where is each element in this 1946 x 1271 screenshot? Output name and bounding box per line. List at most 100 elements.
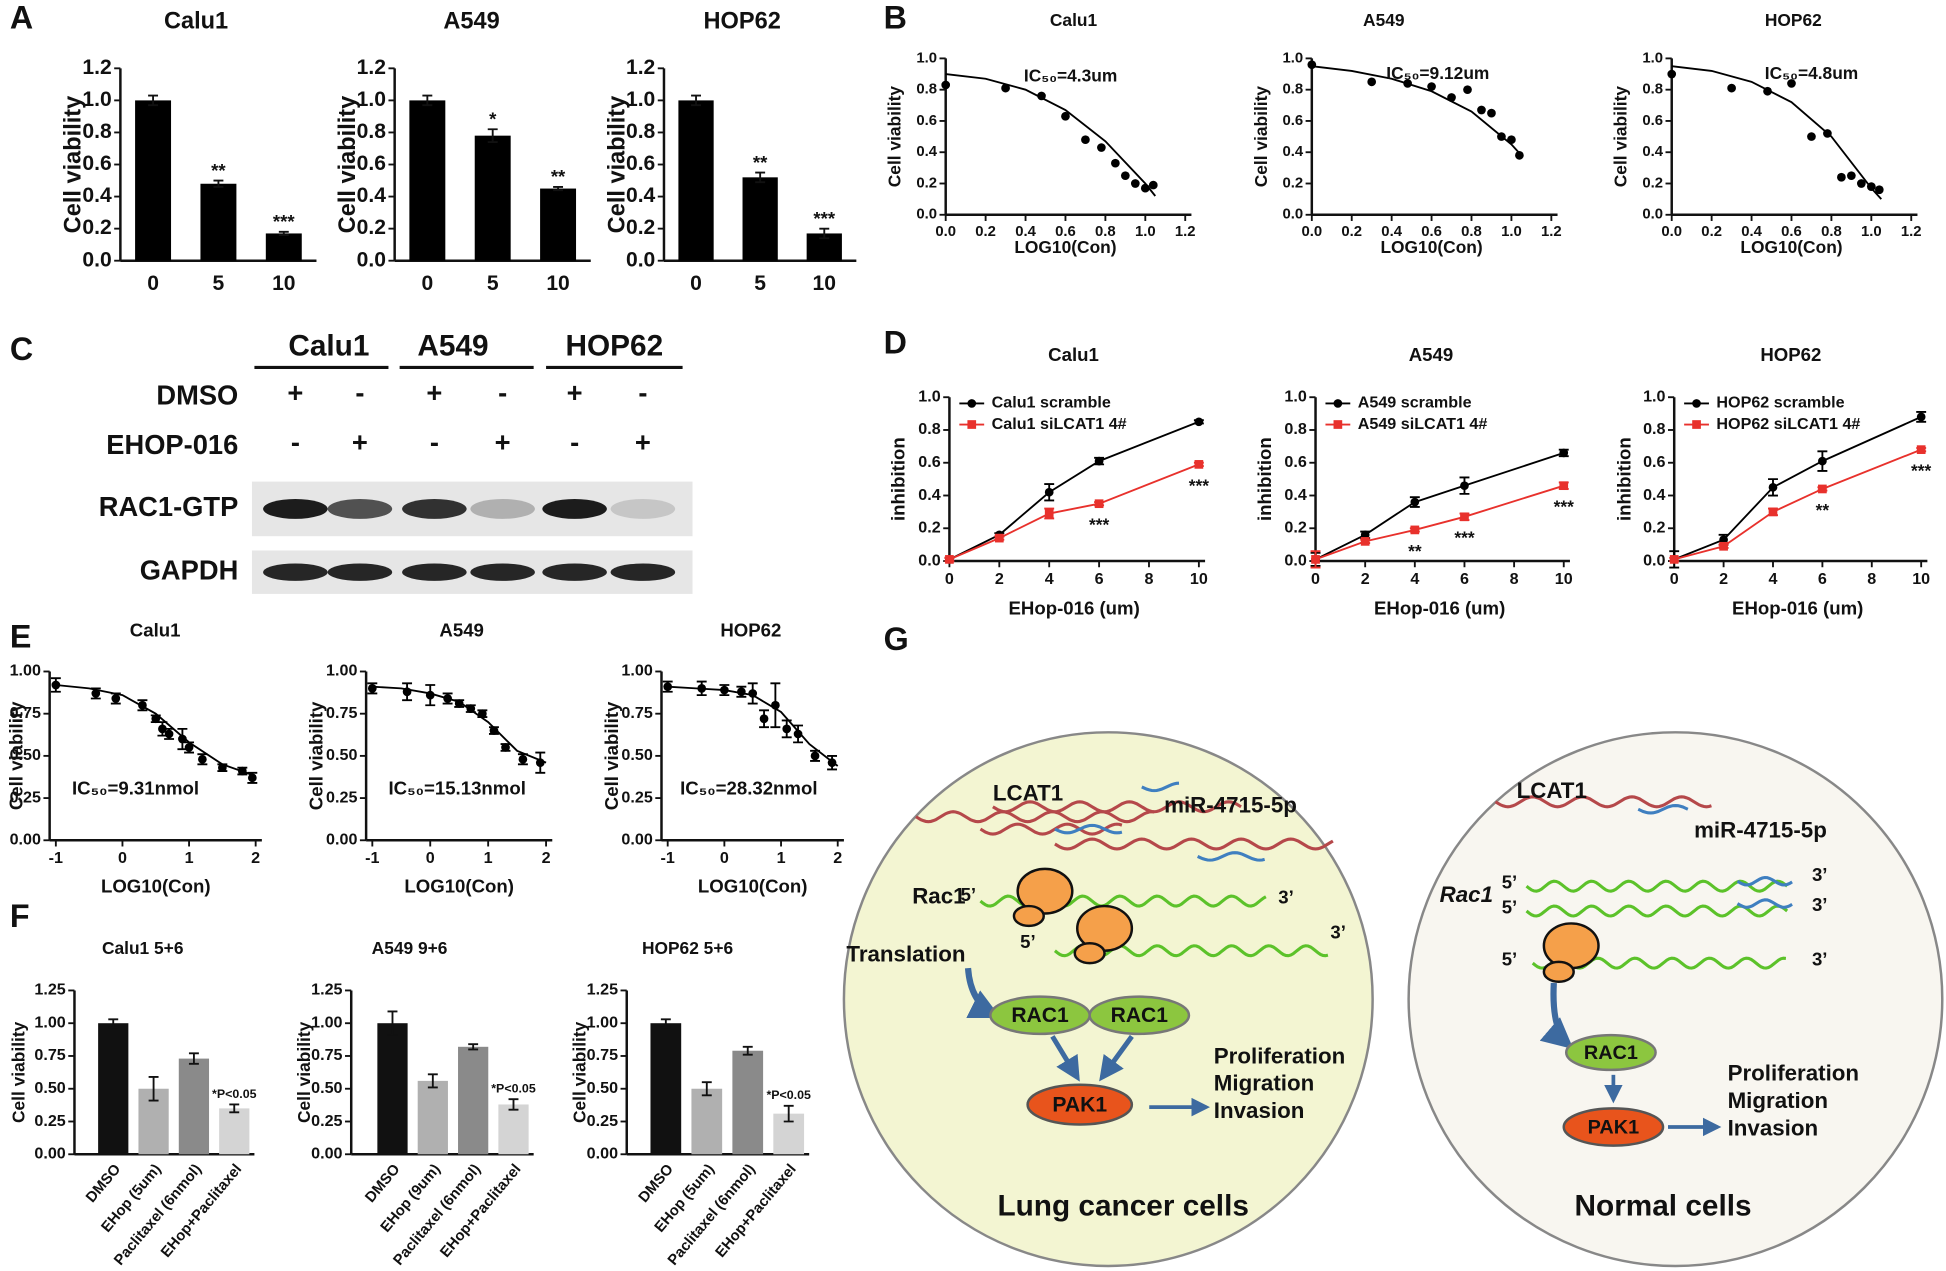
x-tick-label: 0.4 (1381, 224, 1402, 240)
x-tick-label: 1.0 (1135, 224, 1156, 240)
strand (1196, 851, 1266, 862)
sign: + (352, 427, 368, 458)
sign: - (570, 427, 579, 458)
y-axis-label: Cell viability (5, 701, 26, 810)
panel-label: G (884, 621, 909, 657)
y-tick-label: 0.8 (357, 120, 387, 143)
point (810, 751, 820, 761)
strand (1054, 823, 1123, 835)
bar (98, 1023, 129, 1155)
row-label: EHOP-016 (106, 429, 238, 460)
annotation: *** (1089, 515, 1110, 535)
point (1061, 111, 1070, 121)
label: RAC1 (1111, 1004, 1169, 1027)
x-tick-label: 0 (118, 849, 127, 867)
chart: E Calu1 Cell viability LOG10(Con) 0.00 0.25 0.… (5, 619, 262, 896)
error-bar (691, 94, 701, 107)
strand (1141, 781, 1180, 793)
bar (732, 1050, 764, 1155)
point (827, 758, 837, 767)
bar (678, 100, 714, 261)
x-tick-label: 1 (185, 849, 194, 867)
y-tick-label: 0.0 (916, 207, 937, 223)
y-tick-label: 0.0 (82, 248, 111, 271)
sign: + (495, 427, 511, 458)
y-tick-label: 0.50 (326, 746, 357, 764)
panel-label: B (884, 0, 907, 35)
band (542, 563, 607, 581)
legend-label: HOP62 scramble (1716, 394, 1844, 412)
line (1673, 416, 1922, 561)
x-axis-label: EHop-016 (um) (1732, 597, 1863, 618)
sign: - (291, 427, 300, 458)
y-tick-label: 1.25 (587, 981, 618, 999)
y-tick-label: 0.75 (10, 704, 41, 722)
chart-title: Calu1 (1050, 10, 1098, 30)
bar (417, 1080, 448, 1155)
strand (979, 822, 1123, 836)
y-tick-label: 0.25 (10, 788, 41, 806)
strand (1736, 898, 1793, 909)
chart: HOP62 Cell viability LOG10(Con) 0.00 0.25 0.5… (601, 620, 844, 896)
label: Rac1 (912, 883, 965, 908)
point (478, 709, 487, 719)
y-tick-label: 0.2 (626, 216, 655, 239)
point (402, 687, 412, 697)
y-tick-label: 0.4 (1642, 144, 1663, 160)
point (737, 687, 746, 697)
error-bar (278, 230, 289, 236)
label: Translation (846, 942, 965, 967)
marker (1559, 448, 1569, 458)
legend-label: Calu1 siLCAT1 4# (992, 415, 1127, 433)
error-bar (660, 1018, 671, 1029)
kinase (1562, 1107, 1665, 1147)
error-bar (148, 94, 159, 107)
point (535, 758, 545, 767)
chart-title: Calu1 5+6 (102, 938, 184, 958)
protein (1564, 1033, 1657, 1072)
point (697, 684, 707, 693)
chart: A549 Cell viability LOG10(Con) 0.0 0.2 0.4 0.6… (1251, 10, 1562, 257)
x-tick-label: 2 (1719, 570, 1728, 588)
x-tick-label: 0.2 (1701, 224, 1722, 240)
y-axis-label: Cell viability (1251, 86, 1271, 188)
y-tick-label: 0.00 (587, 1145, 618, 1163)
error-bar (819, 227, 830, 240)
y-tick-label: 1.00 (34, 1013, 65, 1031)
band-label: GAPDH (140, 554, 239, 585)
x-tick-label: 6 (1818, 570, 1827, 588)
y-axis-label: Cell viability (306, 701, 327, 810)
ribosome (1016, 867, 1074, 915)
point (367, 684, 377, 693)
y-axis-label: Cell viability (8, 1021, 28, 1123)
sign: - (638, 377, 647, 408)
y-tick-label: 0.00 (34, 1145, 65, 1163)
marker (1410, 525, 1420, 535)
strand (992, 800, 1242, 814)
y-tick-label: 0.6 (1642, 113, 1663, 129)
x-tick-label: 0.4 (1015, 224, 1036, 240)
y-tick-label: 0.4 (82, 184, 112, 207)
line (1673, 448, 1922, 561)
label: 3’ (1812, 949, 1828, 970)
point (178, 734, 187, 744)
y-axis-label: inhibition (1614, 437, 1635, 521)
annotation: ** (1816, 500, 1830, 520)
line (949, 463, 1200, 561)
y-tick-label: 0.6 (626, 152, 655, 175)
point (1837, 172, 1846, 182)
y-tick-label: 0.0 (1282, 207, 1303, 223)
y-tick-label: 1.0 (82, 88, 111, 111)
bar (650, 1023, 682, 1155)
x-tick-label: 10 (1555, 570, 1573, 588)
label: 5’ (1502, 872, 1518, 893)
marker (1559, 481, 1569, 491)
chart-title: A549 (1409, 344, 1454, 365)
marker (945, 555, 954, 564)
point (1403, 79, 1412, 88)
chart: A Calu1 Cell viability 0.0 0.2 0.4 0.6 0.8 1.0 1.… (10, 0, 317, 295)
y-tick-label: 0.50 (587, 1079, 618, 1097)
legend-label: A549 siLCAT1 4# (1358, 415, 1488, 433)
group-label: HOP62 (566, 329, 664, 362)
y-tick-label: 0.0 (357, 248, 386, 271)
